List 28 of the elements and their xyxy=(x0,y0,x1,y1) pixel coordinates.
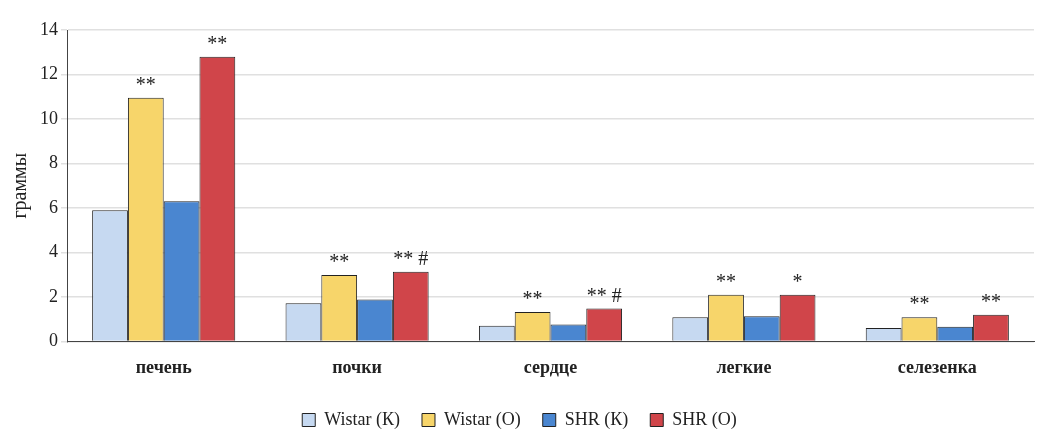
data-label: * xyxy=(792,269,803,292)
y-tick-label: 12 xyxy=(40,63,58,84)
y-tick-label: 0 xyxy=(49,330,58,351)
x-tick-label: почки xyxy=(332,356,383,377)
y-tick-label: 10 xyxy=(40,107,58,128)
data-label: ** xyxy=(522,287,543,310)
data-label: ** xyxy=(716,269,737,292)
y-tick-label: 14 xyxy=(40,18,58,39)
data-label: ** xyxy=(135,73,156,96)
data-label: ** # xyxy=(393,247,429,270)
x-tick-label: печень xyxy=(135,356,193,377)
y-tick-label: 8 xyxy=(49,152,58,173)
legend-label: Wistar (К) xyxy=(324,408,401,430)
x-tick-label: сердце xyxy=(523,356,578,377)
x-tick-label: легкие xyxy=(716,356,772,377)
x-tick-label: селезенка xyxy=(897,356,977,377)
data-label: ** # xyxy=(586,283,622,306)
y-tick-label: 2 xyxy=(49,285,58,306)
data-label: ** xyxy=(980,289,1001,312)
legend-label: SHR (О) xyxy=(672,408,737,430)
legend-label: Wistar (О) xyxy=(444,408,521,430)
y-tick-label: 6 xyxy=(49,196,58,217)
legend-label: SHR (К) xyxy=(564,408,629,430)
data-label: ** xyxy=(207,31,228,54)
y-axis-title: граммы xyxy=(8,152,32,219)
data-label: ** xyxy=(909,292,930,315)
data-label: ** xyxy=(329,250,350,273)
y-tick-label: 4 xyxy=(49,241,58,262)
